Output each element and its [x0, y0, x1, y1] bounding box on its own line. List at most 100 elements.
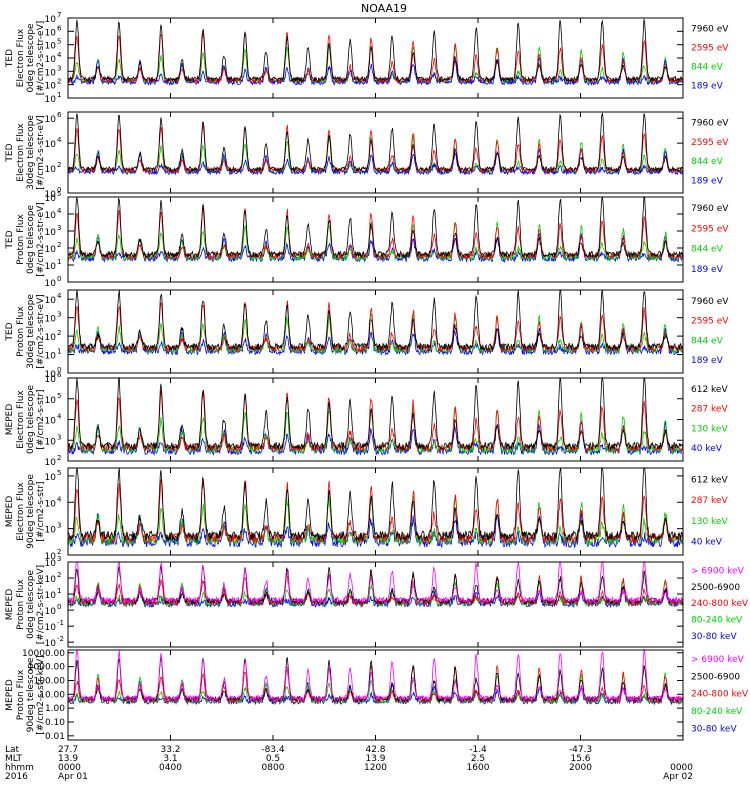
y-label-quantity: Electron Flux: [16, 390, 26, 449]
series-trace-1: [67, 18, 684, 83]
legend-entry: 130 keV: [691, 424, 728, 434]
y-tick-exponent: 2: [57, 161, 61, 169]
y-tick-label: 1.00: [45, 704, 65, 714]
x-tick-lat: -83.4: [261, 745, 285, 755]
y-tick-label: 10: [45, 279, 57, 289]
y-tick-exponent: 0: [57, 186, 61, 194]
legend-entry: 287 keV: [691, 405, 728, 415]
legend-entry: 844 eV: [691, 245, 724, 255]
panel-8: 0.01 0.10 1.00 10.00 100.00 1000.00 10000.00 ME…: [5, 648, 749, 742]
legend-entry: 612 keV: [691, 385, 728, 395]
legend-entry: 80-240 keV: [691, 707, 743, 717]
y-tick-exponent: 3: [57, 64, 61, 72]
series-trace-3: [67, 44, 684, 85]
y-tick-exponent: -1: [57, 619, 64, 627]
y-tick-exponent: 2: [57, 329, 61, 337]
series-trace-3: [67, 312, 684, 355]
x-tick-hhmm: 2000: [569, 763, 592, 773]
y-tick-label: 0.01: [45, 732, 65, 742]
x-axis-row-label: 2016: [5, 772, 28, 782]
series-trace-1: [67, 467, 684, 542]
y-tick-exponent: 3: [57, 311, 61, 319]
x-tick-date: Apr 02: [663, 772, 693, 782]
x-tick-mlt: 0.5: [266, 754, 280, 764]
y-label-telescope: 0deg telescope: [26, 23, 36, 93]
y-tick-exponent: 6: [57, 371, 62, 379]
series-trace-1: [67, 289, 684, 352]
x-tick-mlt: 3.1: [163, 754, 177, 764]
series-trace-1: [67, 376, 684, 451]
legend-entry: 2595 eV: [691, 43, 729, 53]
legend-entry: 189 eV: [691, 176, 724, 186]
y-tick-exponent: 2: [57, 241, 61, 249]
x-axis-row-label: Lat: [5, 745, 20, 755]
y-label-telescope: 0deg telescope: [26, 385, 36, 455]
y-tick-exponent: -2: [57, 635, 64, 643]
y-tick-exponent: 4: [57, 292, 62, 300]
y-tick-exponent: 4: [57, 51, 62, 59]
legend-entry: 40 keV: [691, 538, 723, 548]
y-label-quantity: Proton Flux: [16, 306, 26, 357]
y-tick-label: 10: [45, 211, 57, 221]
legend-entry: 287 keV: [691, 496, 728, 506]
legend-entry: 844 eV: [691, 62, 724, 72]
y-label-quantity: Electron Flux: [16, 123, 26, 182]
legend-entry: 2595 eV: [691, 317, 729, 327]
series-trace-1: [67, 648, 684, 702]
y-tick-label: 10: [45, 165, 57, 175]
x-tick-mlt: 2.5: [471, 754, 485, 764]
y-tick-exponent: 2: [57, 454, 61, 462]
y-tick-label: 10: [45, 639, 57, 649]
x-tick-hhmm: 0000: [670, 763, 693, 773]
y-tick-label: 10: [45, 55, 57, 65]
y-tick-exponent: 4: [57, 413, 62, 421]
x-tick-mlt: 13.9: [58, 754, 78, 764]
y-tick-label: 10: [45, 499, 57, 509]
y-tick-label: 10: [45, 352, 57, 362]
y-tick-exponent: 4: [57, 495, 62, 503]
y-label-quantity: Proton Flux: [16, 669, 26, 720]
x-tick-hhmm: 1600: [467, 763, 490, 773]
y-label-instrument: TED: [5, 322, 15, 341]
y-label-units: [#/cm2-s-str]: [36, 389, 46, 449]
y-label-telescope: 90deg telescope: [26, 474, 36, 549]
legend-entry: > 6900 keV: [691, 655, 745, 665]
y-tick-label: 10: [45, 333, 57, 343]
y-label-telescope: 0deg telescope: [26, 205, 36, 275]
legend-entry: 240-800 keV: [691, 690, 749, 700]
y-tick-exponent: 5: [57, 190, 61, 198]
y-label-units: [#/cm2-s-str-eV]: [36, 115, 46, 190]
x-tick-lat: 42.8: [365, 745, 385, 755]
y-tick-label: 10: [45, 315, 57, 325]
y-tick-exponent: 4: [57, 136, 62, 144]
y-tick-exponent: 5: [57, 38, 61, 46]
legend-entry: 189 eV: [691, 265, 724, 275]
y-tick-label: 10: [45, 245, 57, 255]
y-label-quantity: Proton Flux: [16, 214, 26, 265]
y-tick-label: 10: [45, 370, 57, 380]
y-label-units: [#/cm2-s-str-eV]: [36, 202, 46, 277]
x-tick-lat: -47.3: [569, 745, 592, 755]
y-label-units: [#/cm2-s-str-keV]: [36, 655, 46, 734]
y-label-instrument: TED: [5, 49, 15, 68]
legend-entry: 130 keV: [691, 517, 728, 527]
y-label-instrument: MEPED: [5, 679, 15, 711]
y-tick-label: 10: [45, 473, 57, 483]
legend-entry: 2595 eV: [691, 138, 729, 148]
y-tick-label: 10: [45, 82, 57, 92]
y-tick-label: 100.00: [34, 676, 66, 686]
y-label-telescope: 0deg telescope: [26, 570, 36, 640]
y-tick-label: 10: [45, 375, 57, 385]
legend-entry: 240-800 keV: [691, 599, 749, 609]
x-tick-lat: 33.2: [160, 745, 180, 755]
y-label-instrument: TED: [5, 143, 15, 162]
y-tick-label: 10: [45, 140, 57, 150]
y-tick-label: 10: [45, 228, 57, 238]
